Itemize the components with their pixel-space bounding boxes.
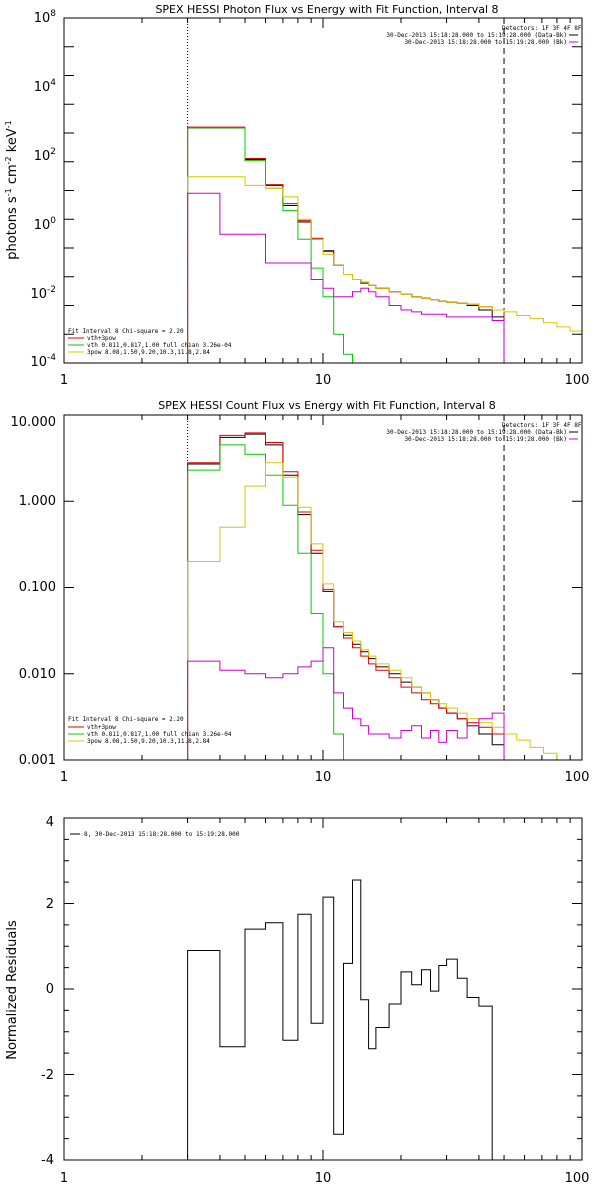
photon-legend-vth: vth 0.811,0.817,1.00 full chian 3.26e-04 <box>87 342 232 349</box>
photon-plot-area <box>64 17 582 364</box>
photon-y-axis-label: photons s-1 cm-2 keV-1 <box>4 120 20 259</box>
residuals-ytick-label: -4 <box>41 1153 54 1168</box>
photon-legend-pow: 3pow 8.08,1.50,9.20,10.3,11.8,2.84 <box>87 349 210 356</box>
photon-flux-chart: SPEX HESSI Photon Flux vs Energy with Fi… <box>4 3 589 388</box>
count-ytick-label: 0.010 <box>19 667 56 682</box>
series-line-green <box>187 127 361 364</box>
residuals-legend: 8, 30-Dec-2013 15:18:28.000 to 15:19:28.… <box>84 831 240 838</box>
series-line-red <box>187 126 505 363</box>
residuals-xtick-label: 10 <box>315 1171 332 1186</box>
photon-ytick-label: 108 <box>34 9 57 26</box>
photon-plot-frame <box>63 17 583 364</box>
photon-xtick-label: 100 <box>565 373 590 388</box>
series-line-green <box>187 444 353 761</box>
photon-fit-summary: Fit Interval 8 Chi-square = 2.20 <box>68 328 184 335</box>
count-ytick-label: 1.000 <box>19 494 56 509</box>
count-legend-vth: vth 0.811,0.817,1.00 full chian 3.26e-04 <box>87 731 232 738</box>
residuals-ytick-label: 0 <box>46 982 54 997</box>
photon-y-ticks: 10-4 10-2 100 102 104 108 <box>30 9 56 370</box>
photon-detectors-label: Detectors: 1F 3F 4F 8F <box>502 25 582 32</box>
count-chart-title: SPEX HESSI Count Flux vs Energy with Fit… <box>158 399 495 412</box>
photon-ytick-label: 104 <box>34 78 57 95</box>
photon-ytick-label: 10-4 <box>30 353 56 370</box>
count-detectors-label: Detectors: 1F 3F 4F 8F <box>502 422 582 429</box>
series-line-red <box>187 432 505 760</box>
series-line-yellow <box>187 176 582 363</box>
series-line-black <box>187 433 505 760</box>
photon-xtick-label: 1 <box>60 373 68 388</box>
photon-ytick-label: 100 <box>34 216 57 233</box>
count-legend-data-bk: 30-Dec-2013 15:18:28.000 to 15:19:28.000… <box>386 429 567 436</box>
residuals-chart: Normalized Residuals -4 -2 0 2 4 1 10 10… <box>5 815 589 1186</box>
count-flux-chart: SPEX HESSI Count Flux vs Energy with Fit… <box>11 399 590 785</box>
residuals-ytick-label: 4 <box>46 815 54 830</box>
residuals-ytick-label: -2 <box>41 1068 54 1083</box>
series-line-black <box>187 879 493 1160</box>
photon-legend-total: vth+3pow <box>87 335 116 342</box>
residuals-plot-area <box>64 817 582 1161</box>
residuals-y-axis-label: Normalized Residuals <box>5 920 20 1060</box>
photon-ytick-label: 10-2 <box>30 285 56 302</box>
series-line-magenta <box>187 647 505 760</box>
count-ytick-label: 0.100 <box>19 580 56 595</box>
count-legend-pow: 3pow 8.08,1.50,9.20,10.3,11.8,2.84 <box>87 738 210 745</box>
count-xtick-label: 1 <box>60 770 68 785</box>
count-xtick-label: 100 <box>565 770 590 785</box>
photon-legend-bk: 30-Dec-2013 15:18:28.000 to 15:19:28.000… <box>404 39 567 46</box>
count-fit-summary: Fit Interval 8 Chi-square = 2.20 <box>68 716 184 723</box>
count-xtick-label: 10 <box>315 770 332 785</box>
photon-legend-data-bk: 30-Dec-2013 15:18:28.000 to 15:19:28.000… <box>386 32 567 39</box>
count-ytick-label: 10.000 <box>11 415 57 430</box>
count-ytick-label: 0.001 <box>19 753 56 768</box>
residuals-ytick-label: 2 <box>46 897 54 912</box>
photon-ytick-label: 102 <box>34 147 56 164</box>
series-line-magenta <box>187 192 505 363</box>
residuals-xtick-label: 100 <box>565 1171 590 1186</box>
series-line-black <box>187 127 505 363</box>
photon-chart-title: SPEX HESSI Photon Flux vs Energy with Fi… <box>155 3 498 16</box>
count-legend-total: vth+3pow <box>87 724 116 731</box>
series-line-yellow <box>187 462 582 761</box>
residuals-xtick-label: 1 <box>60 1171 68 1186</box>
residuals-plot-frame <box>63 817 583 1161</box>
count-plot-area <box>64 414 582 761</box>
photon-xtick-label: 10 <box>315 373 332 388</box>
count-plot-frame <box>63 414 583 761</box>
count-legend-bk: 30-Dec-2013 15:18:28.000 to 15:19:28.000… <box>404 436 567 443</box>
